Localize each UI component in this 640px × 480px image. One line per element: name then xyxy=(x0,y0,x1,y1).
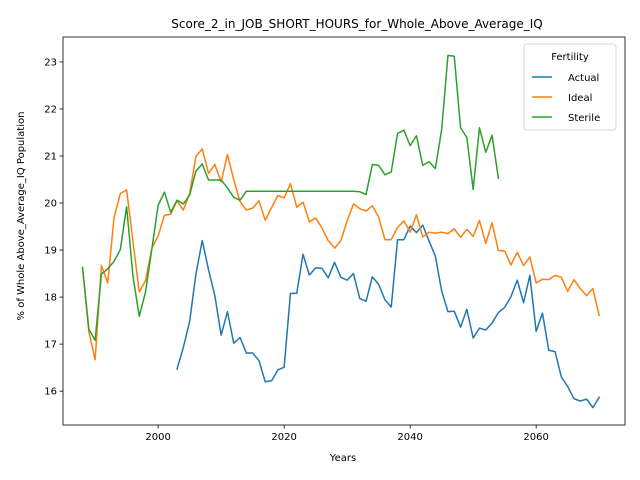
y-axis: 16 17 18 19 20 21 22 23 xyxy=(44,57,63,398)
series-line-actual xyxy=(176,224,601,409)
chart-title: Score_2_in_JOB_SHORT_HOURS_for_Whole_Abo… xyxy=(171,17,542,31)
legend-label-actual: Actual xyxy=(568,73,599,84)
x-axis-label: Years xyxy=(329,453,356,464)
y-tick-label: 16 xyxy=(44,387,57,398)
y-axis-label: % of Whole Above_Average_IQ Population xyxy=(16,112,27,321)
legend-box xyxy=(523,43,617,131)
y-tick-label: 23 xyxy=(44,57,57,68)
y-tick-label: 22 xyxy=(44,104,57,115)
y-tick-label: 19 xyxy=(44,246,57,257)
legend-title: Fertility xyxy=(551,52,589,63)
y-tick-label: 21 xyxy=(44,151,57,162)
x-tick-label: 2040 xyxy=(397,432,422,443)
x-tick-label: 2020 xyxy=(271,432,296,443)
x-axis: 2000 2020 2040 2060 xyxy=(145,425,549,443)
x-tick-label: 2060 xyxy=(523,432,548,443)
legend-label-ideal: Ideal xyxy=(568,93,592,104)
series-layer xyxy=(81,54,601,409)
series-line-ideal xyxy=(81,148,601,361)
x-tick-label: 2000 xyxy=(145,432,170,443)
legend-label-sterile: Sterile xyxy=(568,113,600,124)
axes-frame xyxy=(62,36,626,426)
y-tick-label: 20 xyxy=(44,199,57,210)
series-line-sterile xyxy=(81,54,500,342)
y-tick-label: 17 xyxy=(44,340,57,351)
y-tick-label: 18 xyxy=(44,293,57,304)
legend: Fertility Actual Ideal Sterile xyxy=(523,43,617,131)
